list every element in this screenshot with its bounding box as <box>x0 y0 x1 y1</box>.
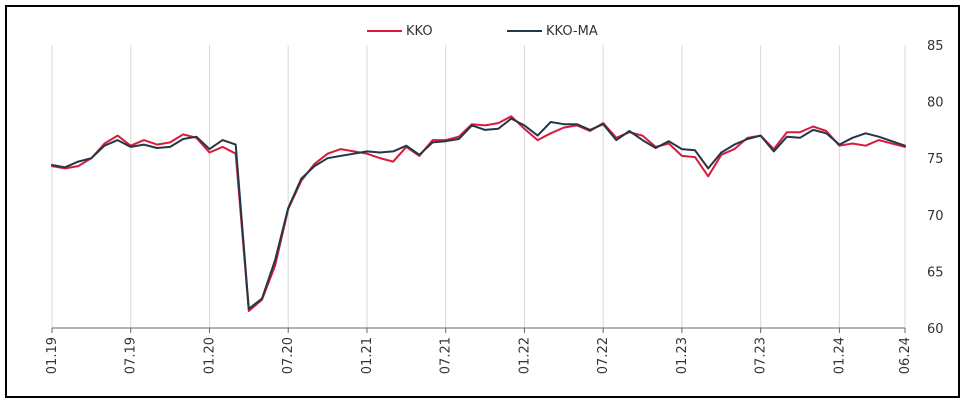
series-line-kko-ma <box>51 117 906 310</box>
x-tick-label: 06.24 <box>898 337 913 374</box>
x-tick-label: 07.23 <box>754 337 769 374</box>
chart-frame: 01.19 07.19 01.20 07.20 01.21 07.21 01.22 07.22… <box>5 5 960 398</box>
legend: KKO KKO-MA <box>367 24 598 39</box>
x-tick-label: 07.22 <box>596 337 611 374</box>
x-tick-label: 01.24 <box>832 337 847 374</box>
x-tick-label: 01.21 <box>360 337 375 374</box>
y-tick-label: 70 <box>927 209 944 224</box>
x-tick-label: 01.23 <box>675 337 690 374</box>
y-tick-label: 75 <box>927 152 944 167</box>
x-axis: 01.19 07.19 01.20 07.20 01.21 07.21 01.22 07.22… <box>45 327 913 374</box>
y-tick-label: 65 <box>927 265 944 280</box>
y-tick-label: 60 <box>927 322 944 337</box>
grid-lines <box>51 45 906 328</box>
x-tick-label: 07.19 <box>124 337 139 374</box>
legend-label-kko-ma: KKO-MA <box>546 24 598 39</box>
series-lines <box>51 115 906 312</box>
x-tick-label: 07.21 <box>439 337 454 374</box>
x-tick-label: 07.20 <box>281 337 296 374</box>
line-chart: 01.19 07.19 01.20 07.20 01.21 07.21 01.22 07.22… <box>45 24 944 374</box>
x-tick-label: 01.20 <box>202 337 217 374</box>
y-tick-label: 80 <box>927 96 944 111</box>
legend-label-kko: KKO <box>406 24 433 39</box>
y-axis: 60 65 70 75 80 85 <box>927 39 944 337</box>
series-line-kko <box>51 115 906 312</box>
x-tick-label: 01.22 <box>517 337 532 374</box>
y-tick-label: 85 <box>927 39 944 54</box>
x-tick-label: 01.19 <box>45 337 60 374</box>
